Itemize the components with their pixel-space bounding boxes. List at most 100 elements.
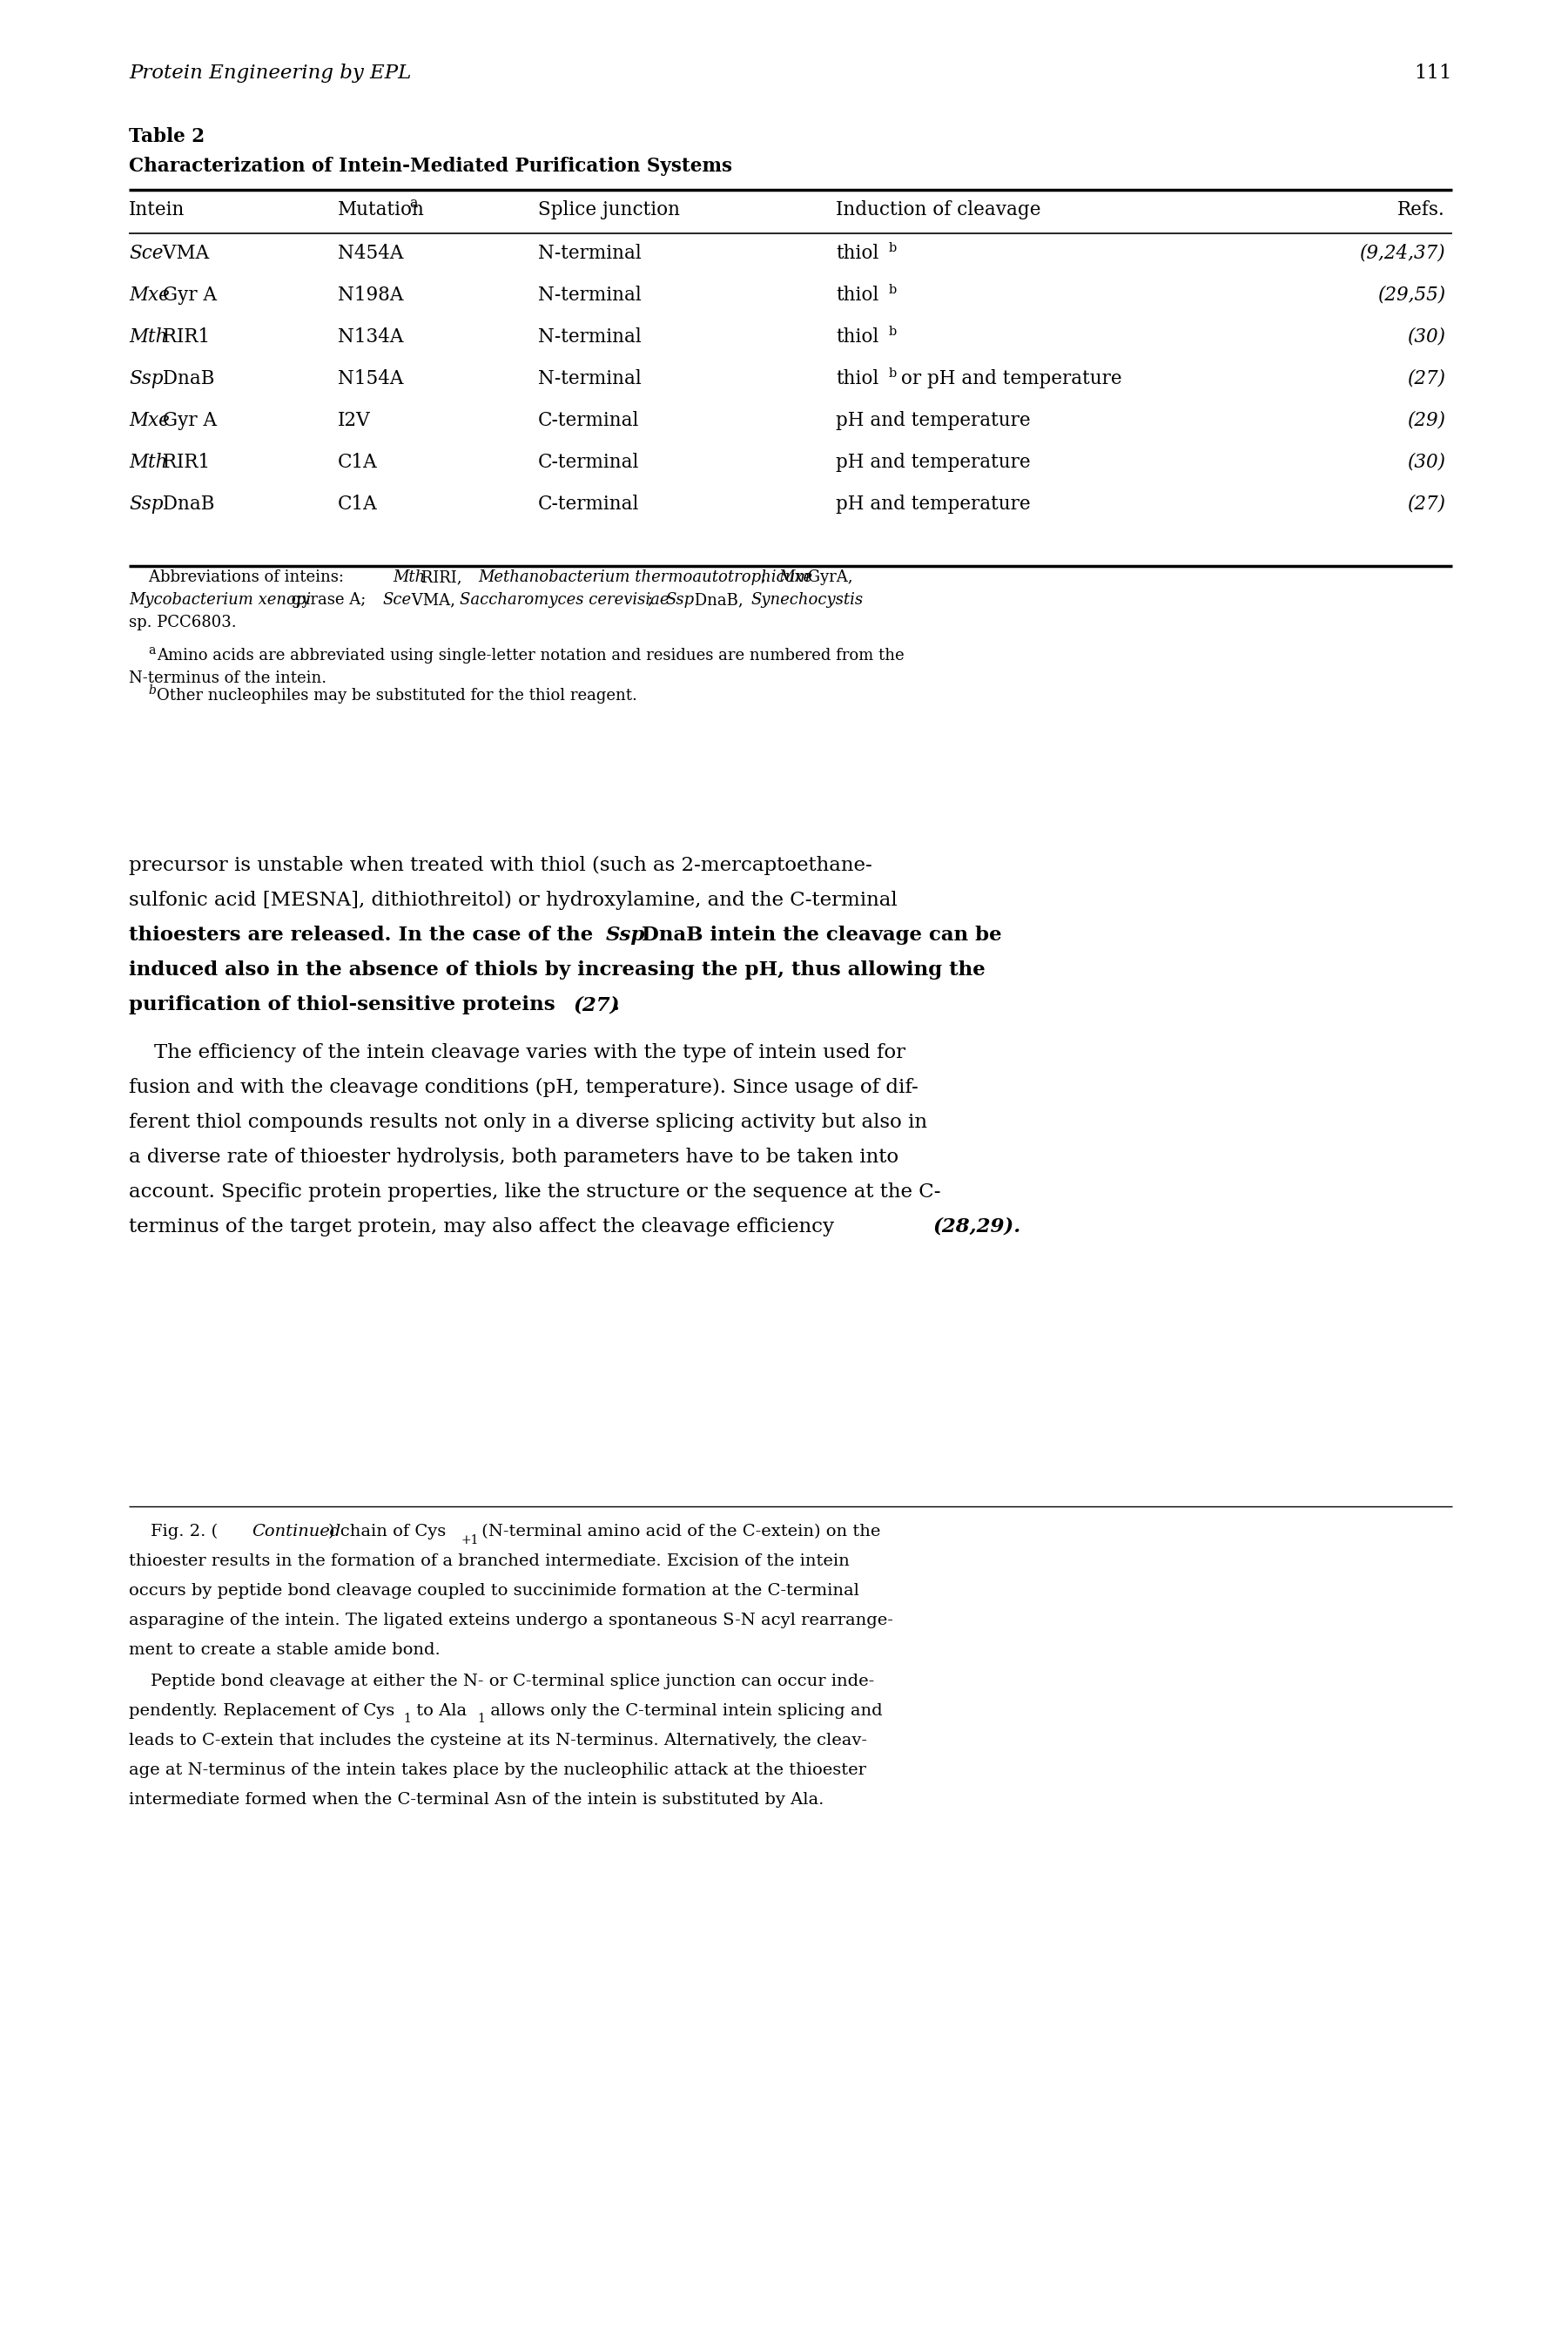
- Text: .: .: [612, 994, 619, 1013]
- Text: precursor is unstable when treated with thiol (such as 2-mercaptoethane-: precursor is unstable when treated with …: [129, 856, 872, 875]
- Text: RIR1: RIR1: [157, 454, 210, 473]
- Text: Sce: Sce: [129, 245, 163, 263]
- Text: allows only the C-terminal intein splicing and: allows only the C-terminal intein splici…: [485, 1702, 883, 1719]
- Text: +1: +1: [461, 1535, 478, 1547]
- Text: Methanobacterium thermoautotrophicum: Methanobacterium thermoautotrophicum: [478, 569, 811, 585]
- Text: Intein: Intein: [129, 200, 185, 219]
- Text: (N-terminal amino acid of the C-extein) on the: (N-terminal amino acid of the C-extein) …: [477, 1523, 880, 1540]
- Text: VMA: VMA: [157, 245, 209, 263]
- Text: C1A: C1A: [337, 494, 378, 515]
- Text: terminus of the target protein, may also affect the cleavage efficiency: terminus of the target protein, may also…: [129, 1218, 840, 1237]
- Text: thiol: thiol: [836, 284, 878, 306]
- Text: leads to C-extein that includes the cysteine at its N-terminus. Alternatively, t: leads to C-extein that includes the cyst…: [129, 1733, 867, 1749]
- Text: (27): (27): [574, 994, 619, 1013]
- Text: Ssp: Ssp: [129, 369, 163, 388]
- Text: Ssp: Ssp: [605, 926, 644, 945]
- Text: Characterization of Intein-Mediated Purification Systems: Characterization of Intein-Mediated Puri…: [129, 158, 732, 176]
- Text: Mutation: Mutation: [337, 200, 425, 219]
- Text: N-terminal: N-terminal: [538, 369, 641, 388]
- Text: ;: ;: [648, 592, 659, 609]
- Text: N154A: N154A: [337, 369, 403, 388]
- Text: (27): (27): [1406, 369, 1446, 388]
- Text: thioester results in the formation of a branched intermediate. Excision of the i: thioester results in the formation of a …: [129, 1554, 850, 1568]
- Text: Mxe: Mxe: [779, 569, 812, 585]
- Text: The efficiency of the intein cleavage varies with the type of intein used for: The efficiency of the intein cleavage va…: [129, 1044, 905, 1063]
- Text: Refs.: Refs.: [1397, 200, 1446, 219]
- Text: fusion and with the cleavage conditions (pH, temperature). Since usage of dif-: fusion and with the cleavage conditions …: [129, 1077, 919, 1098]
- Text: pH and temperature: pH and temperature: [836, 411, 1030, 430]
- Text: account. Specific protein properties, like the structure or the sequence at the : account. Specific protein properties, li…: [129, 1183, 941, 1201]
- Text: Induction of cleavage: Induction of cleavage: [836, 200, 1041, 219]
- Text: ment to create a stable amide bond.: ment to create a stable amide bond.: [129, 1643, 441, 1657]
- Text: Splice junction: Splice junction: [538, 200, 681, 219]
- Text: Sce: Sce: [383, 592, 412, 609]
- Text: asparagine of the intein. The ligated exteins undergo a spontaneous S-N acyl rea: asparagine of the intein. The ligated ex…: [129, 1613, 894, 1629]
- Text: RIRI,: RIRI,: [417, 569, 467, 585]
- Text: C-terminal: C-terminal: [538, 454, 640, 473]
- Text: a: a: [409, 195, 417, 212]
- Text: Gyr A: Gyr A: [157, 411, 216, 430]
- Text: thiol: thiol: [836, 245, 878, 263]
- Text: intermediate formed when the C-terminal Asn of the intein is substituted by Ala.: intermediate formed when the C-terminal …: [129, 1791, 823, 1808]
- Text: Mycobacterium xenopi: Mycobacterium xenopi: [129, 592, 310, 609]
- Text: Table 2: Table 2: [129, 127, 205, 146]
- Text: Ssp: Ssp: [129, 494, 163, 515]
- Text: a: a: [147, 644, 155, 656]
- Text: Mth: Mth: [129, 327, 168, 346]
- Text: b: b: [889, 242, 897, 254]
- Text: thiol: thiol: [836, 327, 878, 346]
- Text: Mxe: Mxe: [129, 411, 169, 430]
- Text: or pH and temperature: or pH and temperature: [895, 369, 1123, 388]
- Text: b: b: [889, 327, 897, 339]
- Text: C1A: C1A: [337, 454, 378, 473]
- Text: N198A: N198A: [337, 284, 403, 306]
- Text: Saccharomyces cerevisiae: Saccharomyces cerevisiae: [459, 592, 668, 609]
- Text: N-terminal: N-terminal: [538, 327, 641, 346]
- Text: (29): (29): [1406, 411, 1446, 430]
- Text: N-terminal: N-terminal: [538, 245, 641, 263]
- Text: Synechocystis: Synechocystis: [751, 592, 862, 609]
- Text: pH and temperature: pH and temperature: [836, 454, 1030, 473]
- Text: purification of thiol-sensitive proteins: purification of thiol-sensitive proteins: [129, 994, 563, 1013]
- Text: pendently. Replacement of Cys: pendently. Replacement of Cys: [129, 1702, 395, 1719]
- Text: C-terminal: C-terminal: [538, 411, 640, 430]
- Text: 1: 1: [478, 1714, 486, 1726]
- Text: b: b: [147, 684, 155, 696]
- Text: age at N-terminus of the intein takes place by the nucleophilic attack at the th: age at N-terminus of the intein takes pl…: [129, 1763, 866, 1777]
- Text: thiol: thiol: [836, 369, 878, 388]
- Text: (9,24,37): (9,24,37): [1359, 245, 1446, 263]
- Text: (30): (30): [1406, 454, 1446, 473]
- Text: Mxe: Mxe: [129, 284, 169, 306]
- Text: ) chain of Cys: ) chain of Cys: [328, 1523, 445, 1540]
- Text: Mth: Mth: [394, 569, 425, 585]
- Text: DnaB,: DnaB,: [688, 592, 748, 609]
- Text: ferent thiol compounds results not only in a diverse splicing activity but also : ferent thiol compounds results not only …: [129, 1112, 927, 1131]
- Text: DnaB: DnaB: [157, 369, 215, 388]
- Text: 111: 111: [1414, 63, 1452, 82]
- Text: Protein Engineering by EPL: Protein Engineering by EPL: [129, 63, 411, 82]
- Text: 1: 1: [405, 1714, 411, 1726]
- Text: induced also in the absence of thiols by increasing the pH, thus allowing the: induced also in the absence of thiols by…: [129, 962, 985, 980]
- Text: DnaB: DnaB: [157, 494, 215, 515]
- Text: a diverse rate of thioester hydrolysis, both parameters have to be taken into: a diverse rate of thioester hydrolysis, …: [129, 1147, 898, 1166]
- Text: (30): (30): [1406, 327, 1446, 346]
- Text: gyrase A;: gyrase A;: [285, 592, 370, 609]
- Text: Amino acids are abbreviated using single-letter notation and residues are number: Amino acids are abbreviated using single…: [157, 649, 905, 663]
- Text: VMA,: VMA,: [406, 592, 459, 609]
- Text: thioesters are released. In the case of the: thioesters are released. In the case of …: [129, 926, 601, 945]
- Text: sp. PCC6803.: sp. PCC6803.: [129, 614, 237, 630]
- Text: N-terminus of the intein.: N-terminus of the intein.: [129, 670, 326, 686]
- Text: I2V: I2V: [337, 411, 370, 430]
- Text: C-terminal: C-terminal: [538, 494, 640, 515]
- Text: Peptide bond cleavage at either the N- or C-terminal splice junction can occur i: Peptide bond cleavage at either the N- o…: [129, 1674, 875, 1690]
- Text: occurs by peptide bond cleavage coupled to succinimide formation at the C-termin: occurs by peptide bond cleavage coupled …: [129, 1582, 859, 1599]
- Text: (28,29).: (28,29).: [933, 1218, 1021, 1237]
- Text: GyrA,: GyrA,: [803, 569, 853, 585]
- Text: DnaB intein the cleavage can be: DnaB intein the cleavage can be: [635, 926, 1002, 945]
- Text: b: b: [889, 367, 897, 379]
- Text: to Ala: to Ala: [411, 1702, 467, 1719]
- Text: ;: ;: [760, 569, 771, 585]
- Text: (27): (27): [1406, 494, 1446, 515]
- Text: (29,55): (29,55): [1377, 284, 1446, 306]
- Text: Continued: Continued: [252, 1523, 342, 1540]
